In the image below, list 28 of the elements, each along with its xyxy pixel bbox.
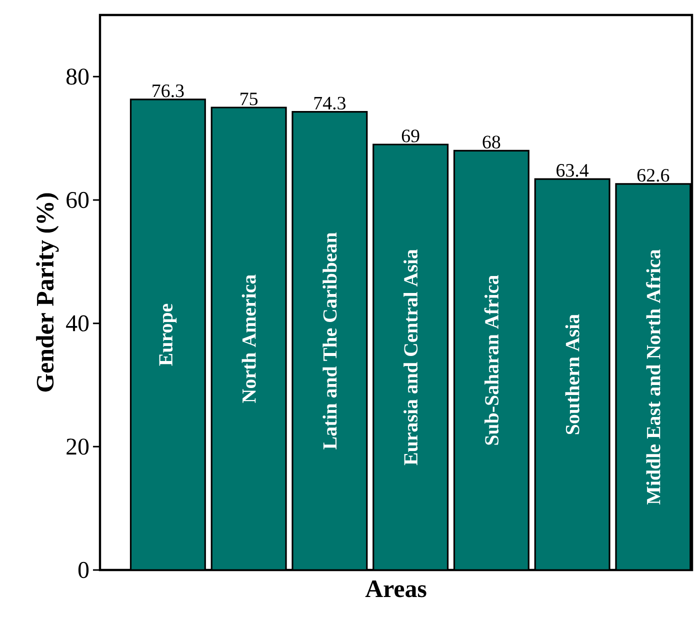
data-label: 69 [402, 130, 420, 142]
data-label: 63.4 [556, 164, 589, 177]
x-tick-label: Sub-Saharan Africa [484, 275, 499, 445]
y-tick-label: 20 [66, 438, 89, 455]
x-axis-title: Areas [365, 580, 426, 598]
x-tick-label: Latin and The Caribbean [322, 232, 337, 450]
bar [130, 98, 206, 570]
bar [615, 183, 692, 570]
bar [210, 106, 287, 570]
data-label: 75 [240, 92, 258, 106]
y-axis-title: Gender Parity (%) [36, 193, 59, 392]
data-label: 68 [482, 136, 500, 148]
bar [372, 144, 449, 570]
bar [453, 150, 530, 570]
x-tick-label: Southern Asia [565, 314, 580, 434]
data-label: 74.3 [314, 96, 346, 110]
y-tick-label: 0 [78, 562, 89, 578]
x-tick-label: Europe [159, 304, 177, 366]
data-label: 62.6 [637, 168, 670, 182]
x-tick-label: North America [242, 274, 256, 403]
x-tick-label: Eurasia and Central Asia [404, 249, 418, 466]
data-label: 76.3 [152, 84, 184, 98]
y-tick-label: 40 [66, 315, 89, 332]
bar [292, 111, 368, 570]
bar [534, 178, 610, 570]
x-tick-label: Middle East and North Africa [646, 249, 660, 504]
y-tick-label: 80 [66, 68, 89, 85]
y-tick-label: 60 [66, 192, 89, 208]
